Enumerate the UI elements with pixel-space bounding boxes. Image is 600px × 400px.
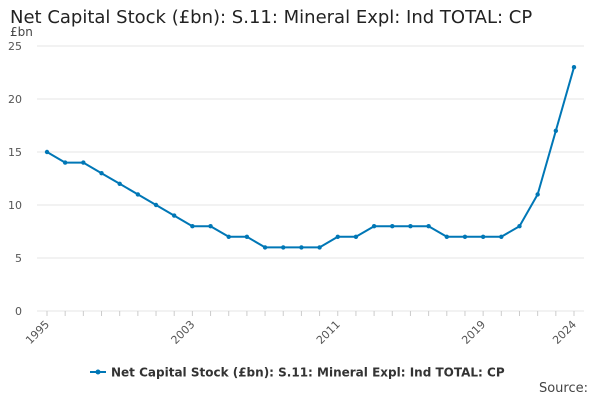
data-point[interactable] bbox=[299, 245, 304, 250]
y-tick-label: 0 bbox=[15, 305, 22, 318]
legend-marker bbox=[95, 369, 101, 375]
x-tick-label: 2011 bbox=[314, 318, 343, 347]
data-point[interactable] bbox=[462, 234, 468, 239]
y-tick-label: 10 bbox=[8, 199, 22, 212]
y-tick-label: 15 bbox=[8, 146, 22, 159]
data-point[interactable] bbox=[335, 234, 340, 239]
series-line bbox=[46, 66, 575, 249]
data-point[interactable] bbox=[172, 213, 177, 218]
data-point[interactable] bbox=[553, 128, 559, 133]
data-point[interactable] bbox=[517, 224, 522, 229]
data-point[interactable] bbox=[135, 192, 141, 197]
source-link[interactable]: Source: bbox=[538, 381, 588, 396]
data-point[interactable] bbox=[499, 234, 504, 239]
data-point[interactable] bbox=[99, 171, 104, 176]
data-point[interactable] bbox=[444, 234, 449, 239]
data-point[interactable] bbox=[262, 245, 268, 250]
chart-title: Net Capital Stock (£bn): S.11: Mineral E… bbox=[10, 7, 533, 28]
data-point[interactable] bbox=[44, 149, 50, 155]
data-point[interactable] bbox=[117, 181, 122, 186]
x-tick-label: 2024 bbox=[550, 318, 579, 347]
data-point[interactable] bbox=[535, 192, 540, 197]
y-axis-label: £bn bbox=[10, 25, 33, 39]
data-point[interactable] bbox=[281, 245, 286, 250]
y-tick-label: 20 bbox=[8, 93, 22, 106]
x-tick-label: 2019 bbox=[459, 318, 488, 347]
data-point[interactable] bbox=[353, 234, 359, 239]
data-point[interactable] bbox=[390, 224, 395, 229]
data-point[interactable] bbox=[226, 234, 231, 239]
data-point[interactable] bbox=[190, 224, 195, 229]
legend-label[interactable]: Net Capital Stock (£bn): S.11: Mineral E… bbox=[111, 366, 505, 380]
data-point[interactable] bbox=[426, 224, 431, 229]
data-point[interactable] bbox=[208, 224, 213, 229]
y-tick-label: 25 bbox=[8, 40, 22, 53]
x-tick-label: 1995 bbox=[23, 318, 52, 347]
data-point[interactable] bbox=[408, 224, 413, 229]
x-tick-label: 2003 bbox=[169, 318, 198, 347]
data-point[interactable] bbox=[571, 65, 577, 70]
data-point[interactable] bbox=[244, 234, 250, 239]
data-point[interactable] bbox=[62, 160, 68, 165]
data-point[interactable] bbox=[81, 160, 86, 165]
y-tick-label: 5 bbox=[15, 252, 22, 265]
data-point[interactable] bbox=[480, 234, 486, 239]
data-point[interactable] bbox=[317, 245, 322, 250]
data-point[interactable] bbox=[153, 202, 159, 208]
data-point[interactable] bbox=[371, 224, 377, 229]
